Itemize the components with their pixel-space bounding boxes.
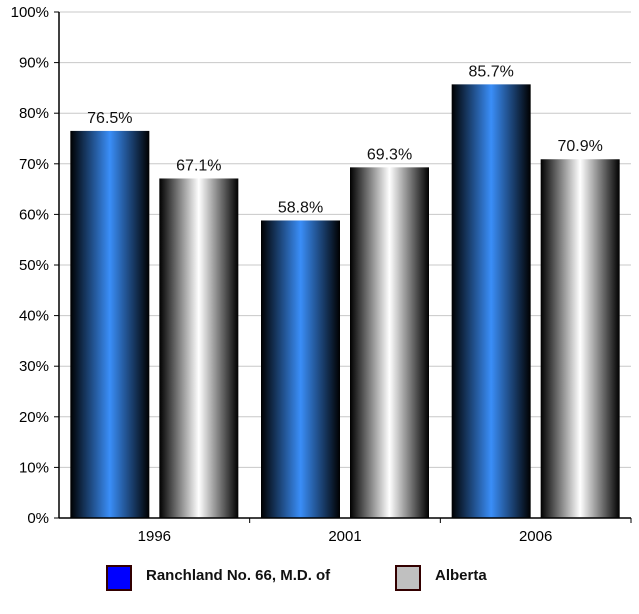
data-label: 85.7%: [468, 63, 513, 80]
y-tick-label: 70%: [19, 156, 49, 173]
x-tick-label: 2001: [328, 528, 361, 545]
y-tick-label: 90%: [19, 55, 49, 72]
bar-ranchland-2006: [451, 84, 531, 518]
y-tick-label: 80%: [19, 105, 49, 122]
legend-item-alberta: Alberta: [395, 565, 625, 591]
legend-swatch-ranchland: [106, 565, 132, 591]
y-tick-label: 50%: [19, 257, 49, 274]
y-tick-label: 60%: [19, 206, 49, 223]
data-label: 58.8%: [278, 199, 323, 216]
bars: [70, 84, 620, 519]
legend: Ranchland No. 66, M.D. of Alberta: [0, 565, 639, 614]
x-tick-label: 1996: [138, 528, 171, 545]
data-label: 69.3%: [367, 146, 412, 163]
bar-alberta-2006: [540, 159, 620, 518]
labels: 0% 10% 20% 30% 40% 50% 60% 70% 80% 90% 100% 76.5% 67…: [11, 4, 603, 545]
y-tick-label: 10%: [19, 459, 49, 476]
bar-chart: 0% 10% 20% 30% 40% 50% 60% 70% 80% 90% 100% 76.5% 67…: [11, 4, 632, 545]
bar-alberta-1996: [159, 178, 239, 518]
data-label: 70.9%: [557, 138, 602, 155]
data-label: 67.1%: [176, 157, 221, 174]
y-tick-label: 40%: [19, 308, 49, 325]
y-tick-label: 30%: [19, 358, 49, 375]
bar-alberta-2001: [350, 167, 429, 519]
legend-swatch-alberta: [395, 565, 421, 591]
legend-label-alberta: Alberta: [435, 567, 487, 584]
axes: [54, 11, 632, 523]
bar-ranchland-1996: [70, 130, 150, 518]
x-tick-label: 2006: [519, 528, 552, 545]
data-label: 76.5%: [87, 110, 132, 127]
legend-item-ranchland: Ranchland No. 66, M.D. of: [106, 565, 336, 591]
legend-label-ranchland: Ranchland No. 66, M.D. of: [146, 567, 331, 584]
y-tick-label: 20%: [19, 409, 49, 426]
gridlines: [59, 11, 631, 468]
y-tick-label: 0%: [27, 510, 49, 527]
y-tick-label: 100%: [11, 4, 49, 21]
bar-ranchland-2001: [261, 220, 340, 519]
